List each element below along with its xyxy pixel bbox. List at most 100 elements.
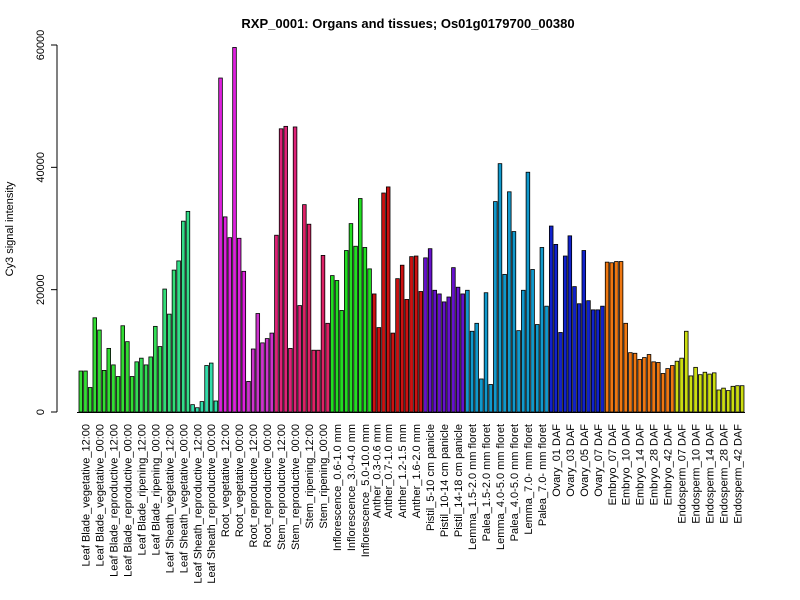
- bar: [558, 332, 563, 413]
- bar: [209, 362, 214, 413]
- bar: [292, 126, 298, 413]
- x-tick-label: Palea_7.0- mm floret: [537, 424, 549, 526]
- bar: [162, 288, 167, 413]
- x-tick-label: Root_reproductive_12:00: [248, 424, 260, 548]
- x-tick-label: Inflorescence_3.0-4.0 mm: [346, 424, 358, 551]
- bar: [576, 303, 582, 413]
- bar: [409, 256, 414, 413]
- x-tick-label: Palea_1.5-2.0 mm floret: [481, 424, 493, 541]
- bar: [148, 356, 153, 413]
- bar: [120, 325, 125, 413]
- bar: [302, 204, 307, 413]
- bar: [339, 310, 344, 413]
- bar: [595, 309, 600, 413]
- bar: [530, 269, 535, 413]
- bar: [269, 332, 274, 413]
- bar: [297, 305, 302, 413]
- x-tick-label: Embryo_07 DAF: [607, 424, 619, 506]
- bar: [735, 385, 740, 413]
- bar: [106, 347, 111, 413]
- bar: [353, 245, 358, 413]
- bar: [101, 370, 107, 413]
- bar: [511, 231, 517, 413]
- bar: [656, 362, 661, 413]
- bar: [562, 255, 568, 413]
- x-tick-label: Ovary_05 DAF: [579, 424, 591, 497]
- x-tick-label: Root_reproductive_00:00: [262, 424, 274, 548]
- x-tick-label: Inflorescence_5.0-10.0 mm: [360, 424, 372, 557]
- bar: [618, 261, 624, 413]
- bar: [702, 371, 708, 413]
- x-tick-label: Endosperm_42 DAF: [733, 424, 745, 524]
- bar: [423, 257, 428, 413]
- y-axis-label: Cy3 signal intensity: [4, 181, 16, 276]
- x-tick-label: Anther_0.7-1.0 mm: [383, 424, 395, 518]
- bar: [479, 378, 484, 413]
- bar: [465, 289, 470, 413]
- bar: [614, 261, 619, 413]
- bar: [260, 342, 265, 413]
- x-tick-label: Anther_1.2-1.5 mm: [397, 424, 409, 518]
- x-tick-label: Pistil_14-18 cm panicle: [453, 424, 465, 537]
- bar: [651, 361, 656, 413]
- bar: [427, 248, 433, 413]
- x-tick-label: Leaf Blade_ripening_00:00: [150, 424, 162, 556]
- bar: [548, 225, 554, 413]
- bar: [222, 216, 228, 413]
- bar: [413, 255, 419, 413]
- bar: [362, 247, 368, 413]
- bar: [87, 387, 93, 413]
- bar: [204, 365, 209, 413]
- bar: [516, 330, 521, 413]
- bar: [274, 234, 279, 413]
- bar: [544, 305, 549, 413]
- bar: [115, 376, 121, 413]
- y-tick-label: 40000: [35, 152, 47, 183]
- bar: [181, 220, 186, 413]
- x-tick-label: Stem_reproductive_12:00: [276, 424, 288, 550]
- bar: [637, 358, 642, 413]
- y-tick-label: 60000: [35, 30, 47, 61]
- y-tick-label: 20000: [35, 274, 47, 305]
- x-tick-label: Anther_1.6-2.0 mm: [411, 424, 423, 518]
- bar: [325, 322, 330, 413]
- bar: [278, 128, 284, 413]
- bar: [395, 278, 400, 413]
- x-tick-label: Stem_ripening_00:00: [318, 424, 330, 529]
- x-tick-label: Endosperm_07 DAF: [677, 424, 689, 524]
- bar: [646, 354, 652, 413]
- bar: [460, 293, 465, 413]
- x-tick-label: Pistil_10-14 cm panicle: [439, 424, 451, 537]
- bar: [525, 171, 531, 413]
- bar: [288, 347, 293, 413]
- x-tick-label: Leaf Sheath_vegetative_00:00: [178, 424, 190, 573]
- bar: [623, 322, 628, 413]
- bar: [153, 325, 158, 413]
- x-tick-label: Inflorescence_0.6-1.0 mm: [332, 424, 344, 551]
- bar: [78, 370, 84, 413]
- bar: [236, 237, 242, 413]
- bar: [232, 47, 237, 413]
- bar: [604, 261, 610, 413]
- x-tick-label: Stem_ripening_12:00: [304, 424, 316, 529]
- bar: [712, 372, 717, 413]
- bar: [553, 243, 559, 413]
- bar: [670, 365, 675, 413]
- x-tick-label: Lemma_7.0- mm floret: [523, 424, 535, 535]
- bar: [488, 384, 493, 413]
- bar: [129, 376, 135, 413]
- bar: [474, 322, 479, 413]
- bar: [455, 286, 461, 413]
- bar: [483, 292, 489, 413]
- bar: [567, 235, 573, 413]
- bar: [246, 381, 251, 413]
- x-tick-label: Leaf Sheath_reproductive_12:00: [192, 424, 204, 584]
- bar: [679, 357, 684, 413]
- bar: [255, 313, 261, 413]
- x-tick-label: Palea_4.0-5.0 mm floret: [509, 424, 521, 541]
- x-tick-label: Leaf Blade_ripening_12:00: [136, 424, 148, 556]
- bar: [190, 404, 195, 413]
- bar: [441, 301, 447, 413]
- bar: [199, 401, 205, 413]
